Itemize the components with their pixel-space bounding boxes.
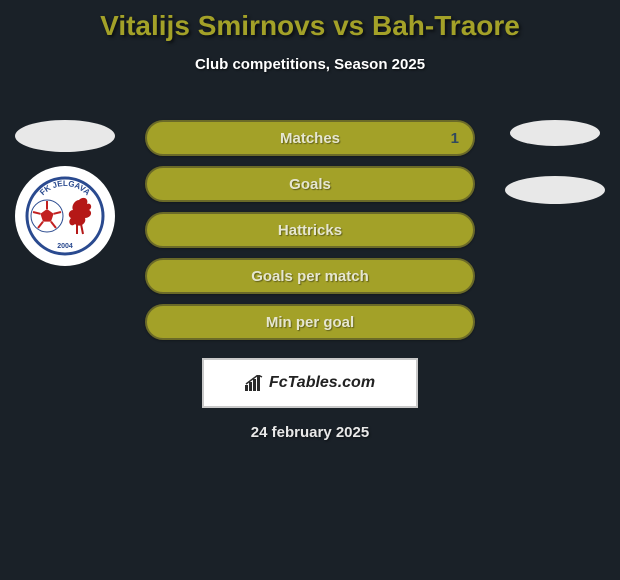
- promo-brand: FcTables.com: [269, 374, 375, 392]
- crest-svg: FK JELGAVA: [25, 176, 105, 256]
- stat-label: Matches: [280, 130, 340, 147]
- stat-label: Min per goal: [266, 314, 354, 331]
- stat-bar: Hattricks: [145, 212, 475, 248]
- stat-value-right: 1: [451, 130, 459, 147]
- stat-rows: Matches 1 Goals Hattricks Goals per match Min…: [145, 120, 475, 350]
- stat-bar: Goals per match: [145, 258, 475, 294]
- club-crest: FK JELGAVA: [15, 166, 115, 266]
- stat-label: Hattricks: [278, 222, 342, 239]
- stat-bar: Min per goal: [145, 304, 475, 340]
- date-line: 24 february 2025: [0, 424, 620, 441]
- promo-content: FcTables.com: [245, 374, 375, 392]
- left-player-column: FK JELGAVA: [10, 120, 120, 266]
- player1-name: Vitalijs Smirnovs: [100, 10, 325, 41]
- player2-name: Bah-Traore: [372, 10, 520, 41]
- right-player-oval-2: [505, 176, 605, 204]
- stat-label: Goals per match: [251, 268, 369, 285]
- right-player-column: [500, 120, 610, 204]
- chart-icon: [245, 375, 265, 391]
- right-player-oval-1: [510, 120, 600, 146]
- left-player-oval: [15, 120, 115, 152]
- stat-label: Goals: [289, 176, 331, 193]
- vs-text: vs: [333, 10, 364, 41]
- stat-bar: Matches 1: [145, 120, 475, 156]
- promo-box[interactable]: FcTables.com: [202, 358, 418, 408]
- subtitle: Club competitions, Season 2025: [0, 56, 620, 73]
- stat-bar: Goals: [145, 166, 475, 202]
- page-title: Vitalijs Smirnovs vs Bah-Traore: [0, 0, 620, 42]
- svg-text:2004: 2004: [57, 243, 73, 250]
